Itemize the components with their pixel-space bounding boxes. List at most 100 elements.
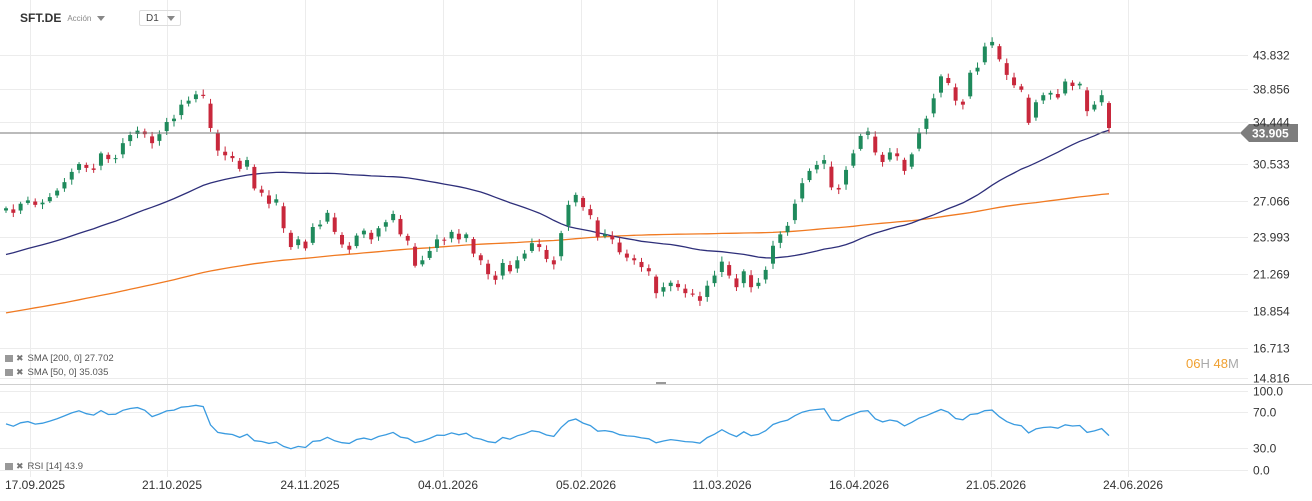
settings-icon[interactable] <box>5 369 13 376</box>
candle <box>1092 101 1097 112</box>
chevron-down-icon <box>167 15 175 21</box>
candle <box>332 212 337 235</box>
current-price-label: 33.905 <box>1252 127 1289 141</box>
candle <box>610 231 615 245</box>
candle <box>274 194 279 206</box>
rsi-axis: 100.0 70.0 30.0 0.0 <box>1253 385 1283 478</box>
candle <box>844 166 849 190</box>
legend-rsi[interactable]: ✖ RSI [14] 43.9 <box>5 461 83 472</box>
price-tick-label: 21.269 <box>1253 268 1290 282</box>
candle <box>632 254 637 265</box>
candle <box>792 199 797 224</box>
candle <box>128 131 133 147</box>
candle <box>873 131 878 156</box>
candle <box>434 234 439 252</box>
candle <box>705 280 710 302</box>
candle <box>785 221 790 236</box>
candle <box>193 90 198 103</box>
settings-icon[interactable] <box>5 463 13 470</box>
time-tick-label: 21.05.2026 <box>966 478 1026 492</box>
time-tick-label: 24.11.2025 <box>280 478 339 492</box>
timer-minutes: 48 <box>1213 356 1228 371</box>
candle <box>369 229 374 244</box>
candle <box>990 37 995 48</box>
candle <box>982 42 987 65</box>
candle <box>11 204 16 218</box>
candle <box>47 193 52 204</box>
candle <box>69 168 74 185</box>
candle <box>770 240 775 269</box>
close-icon[interactable]: ✖ <box>16 353 24 363</box>
candle <box>566 200 571 231</box>
instrument-type: Acción <box>67 13 92 23</box>
candle <box>975 62 980 75</box>
candle <box>1077 81 1082 90</box>
close-icon[interactable]: ✖ <box>16 461 24 471</box>
candle <box>150 131 155 149</box>
candle <box>909 152 914 170</box>
candle <box>887 147 892 162</box>
candle <box>471 236 476 258</box>
candle <box>858 133 863 151</box>
candle <box>456 229 461 244</box>
candle <box>398 215 403 237</box>
candle <box>164 117 169 135</box>
candle <box>325 209 330 224</box>
settings-icon[interactable] <box>5 355 13 362</box>
candle <box>120 138 125 159</box>
sma200-label: SMA [200, 0] 27.702 <box>27 353 114 364</box>
candle <box>924 115 929 135</box>
candle <box>529 238 534 253</box>
candle <box>500 259 505 280</box>
candle <box>230 151 235 162</box>
candle <box>756 278 761 289</box>
candle <box>639 257 644 272</box>
candle <box>624 249 629 262</box>
candle <box>266 190 271 209</box>
candle <box>201 89 206 99</box>
sma50-line <box>5 129 1110 259</box>
candle <box>340 232 345 248</box>
price-tick-label: 27.066 <box>1253 195 1290 209</box>
candle <box>880 152 885 167</box>
time-tick-label: 17.09.2025 <box>5 478 65 492</box>
candle <box>617 237 622 255</box>
price-axis: 43.832 38.856 34.444 30.533 27.066 23.993 21.2… <box>1253 49 1290 386</box>
candle <box>895 148 900 161</box>
candle <box>405 233 410 246</box>
candle <box>778 231 783 249</box>
symbol-selector[interactable]: SFT.DE Acción <box>20 8 106 28</box>
candle <box>383 219 388 232</box>
current-price-tag: 33.905 <box>1240 124 1298 142</box>
time-tick-label: 21.10.2025 <box>142 478 202 492</box>
candle <box>938 74 943 98</box>
price-tick-label: 18.854 <box>1253 305 1290 319</box>
candle <box>712 270 717 287</box>
timeframe-dropdown[interactable]: D1 <box>139 10 181 26</box>
grid-lines <box>0 0 1248 477</box>
candle <box>215 129 220 156</box>
candle <box>1099 90 1104 106</box>
candle <box>559 230 564 261</box>
legend-sma200[interactable]: ✖ SMA [200, 0] 27.702 <box>5 353 114 364</box>
candle <box>1085 87 1090 117</box>
candle <box>442 237 447 246</box>
candle <box>186 96 191 107</box>
candle <box>376 226 381 241</box>
candle <box>544 245 549 263</box>
candle <box>106 152 111 163</box>
candle <box>237 158 242 172</box>
candle <box>968 70 973 99</box>
time-tick-label: 11.03.2026 <box>692 478 751 492</box>
time-axis: 17.09.2025 21.10.2025 24.11.2025 04.01.2026… <box>5 478 1163 492</box>
legend-sma50[interactable]: ✖ SMA [50, 0] 35.035 <box>5 367 108 378</box>
candle <box>1041 92 1046 104</box>
candle <box>172 114 177 127</box>
candle <box>646 264 651 276</box>
close-icon[interactable]: ✖ <box>16 367 24 377</box>
candle <box>588 204 593 220</box>
candle <box>493 271 498 285</box>
pane-resize-handle[interactable] <box>656 382 666 384</box>
candle <box>318 220 323 230</box>
